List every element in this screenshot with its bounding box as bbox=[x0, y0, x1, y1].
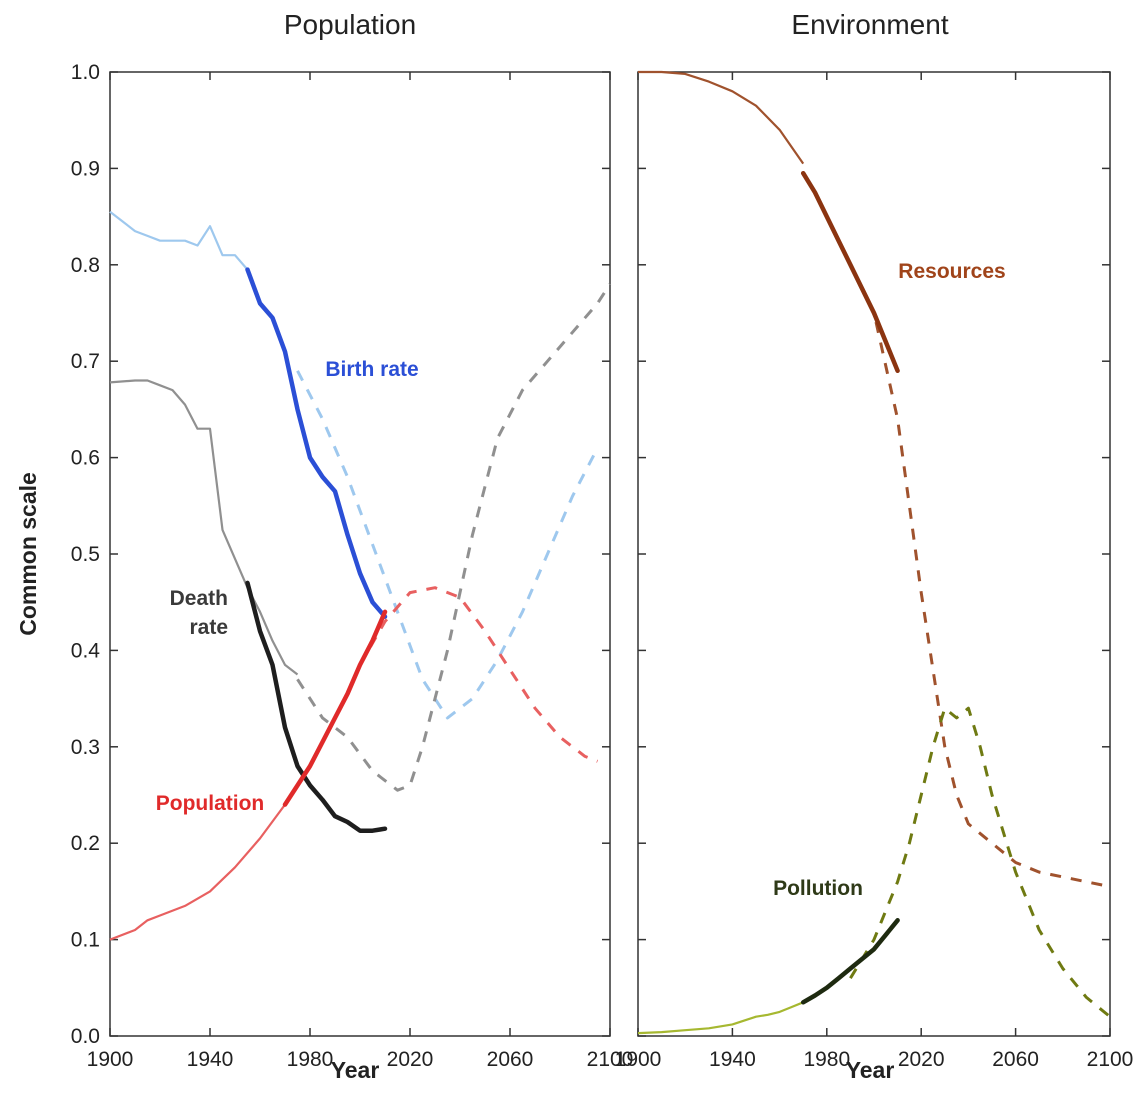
environment-panel: Environment 1900 1940 1980 2020 2060 2100 Yea… bbox=[615, 9, 1134, 1083]
birth-rate-observed-line bbox=[245, 267, 388, 619]
population-model-line bbox=[358, 586, 599, 763]
death-rate-model-line bbox=[296, 283, 612, 792]
birth-rate-label: Birth rate bbox=[325, 358, 418, 381]
death-rate-label: Death rate bbox=[170, 587, 228, 639]
environment-series-lines bbox=[637, 70, 1111, 1035]
death-rate-observed-line bbox=[245, 580, 388, 833]
birth-rate-historical-line bbox=[109, 210, 249, 271]
resources-label: Resources bbox=[898, 260, 1005, 283]
y-tick-label: 0.6 bbox=[71, 447, 100, 470]
x-tick-label: 2020 bbox=[387, 1048, 434, 1071]
y-tick-label: 0.7 bbox=[71, 350, 100, 373]
y-tick-label: 0.8 bbox=[71, 254, 100, 277]
x-tick-label: 2100 bbox=[1087, 1048, 1134, 1071]
y-tick-label: 0.5 bbox=[71, 543, 100, 566]
population-historical-line bbox=[109, 803, 286, 941]
death-rate-label-line2: rate bbox=[189, 616, 228, 639]
y-tick-label: 0.0 bbox=[71, 1025, 100, 1048]
resources-model-line bbox=[849, 264, 1111, 889]
y-tick-label: 0.4 bbox=[71, 639, 101, 662]
y-tick-label: 0.2 bbox=[71, 832, 100, 855]
population-panel-title: Population bbox=[284, 9, 416, 40]
environment-x-axis-label: Year bbox=[846, 1057, 895, 1083]
y-tick-label: 0.1 bbox=[71, 929, 100, 952]
pollution-model-line bbox=[849, 706, 1111, 1018]
x-tick-label: 2020 bbox=[898, 1048, 945, 1071]
death-rate-label-line1: Death bbox=[170, 587, 228, 610]
x-tick-label: 2060 bbox=[992, 1048, 1039, 1071]
pollution-observed-line bbox=[800, 918, 900, 1005]
x-tick-label: 1900 bbox=[615, 1048, 662, 1071]
environment-axis-ticks: 1900 1940 1980 2020 2060 2100 bbox=[615, 71, 1134, 1071]
birth-rate-model-line bbox=[296, 370, 599, 720]
resources-observed-line bbox=[800, 170, 900, 374]
y-tick-label: 1.0 bbox=[71, 61, 100, 84]
pollution-label: Pollution bbox=[773, 877, 863, 900]
y-tick-label: 0.9 bbox=[71, 157, 100, 180]
population-label: Population bbox=[156, 792, 265, 815]
population-x-axis-label: Year bbox=[331, 1057, 380, 1083]
resources-historical-line bbox=[638, 70, 805, 165]
environment-panel-title: Environment bbox=[791, 9, 948, 40]
x-tick-label: 1980 bbox=[803, 1048, 850, 1071]
pollution-historical-line bbox=[637, 1001, 804, 1035]
y-tick-label: 0.3 bbox=[71, 736, 100, 759]
population-series-lines bbox=[109, 210, 612, 941]
x-tick-label: 2060 bbox=[487, 1048, 534, 1071]
population-observed-line bbox=[282, 609, 388, 807]
x-tick-label: 1940 bbox=[187, 1048, 234, 1071]
x-tick-label: 1940 bbox=[709, 1048, 756, 1071]
population-axis-ticks: 1900 1940 1980 2020 2060 2100 0.0 0.1 0.2 0.3 0.4 0… bbox=[71, 61, 634, 1071]
population-y-axis-label: Common scale bbox=[15, 472, 41, 636]
death-rate-historical-line bbox=[109, 379, 299, 676]
x-tick-label: 1980 bbox=[287, 1048, 334, 1071]
population-panel: Population 1900 1940 1980 2020 2060 2100 0.0 0.… bbox=[15, 9, 633, 1083]
x-tick-label: 1900 bbox=[87, 1048, 134, 1071]
x-tick-label: 2100 bbox=[587, 1048, 634, 1071]
